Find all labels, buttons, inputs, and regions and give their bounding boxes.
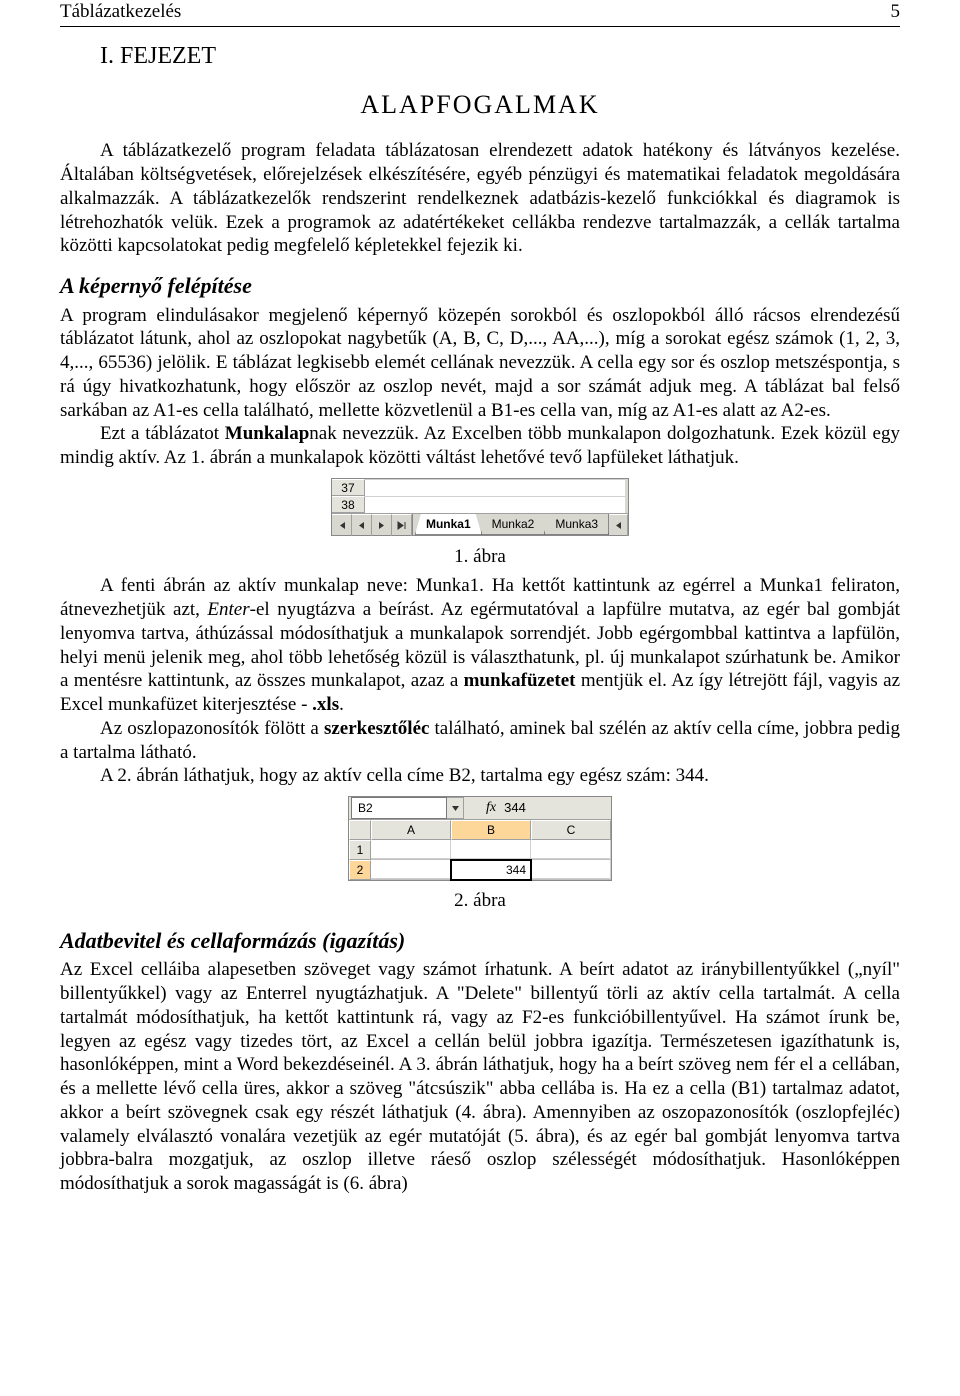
enter-italic: Enter [207, 599, 249, 620]
header-left: Táblázatkezelés [60, 0, 181, 24]
section1-p3: A fenti ábrán az aktív munkalap neve: Mu… [60, 574, 900, 717]
fig1-row: 37 [332, 479, 628, 496]
cell-c2[interactable] [531, 860, 611, 879]
figure-2-formula-bar-grid: B2 fx 344 A B C 1 2 344 [348, 796, 612, 881]
section-data-entry-head: Adatbevitel és cellaformázás (igazítás) [60, 927, 900, 955]
nav-last-icon[interactable] [392, 514, 412, 536]
row-body [365, 496, 625, 513]
szerkesztolec-bold: szerkesztőléc [324, 718, 430, 739]
page-title: ALAPFOGALMAK [60, 89, 900, 122]
col-header-b[interactable]: B [451, 820, 531, 840]
row-number-37: 37 [332, 479, 365, 496]
col-header-a[interactable]: A [371, 820, 451, 840]
cell-a2[interactable] [371, 860, 451, 879]
nav-first-icon[interactable] [332, 514, 352, 536]
name-box[interactable]: B2 [351, 797, 447, 819]
nav-prev-icon[interactable] [352, 514, 372, 536]
fx-icon[interactable]: fx [486, 799, 496, 817]
fig1-row: 38 [332, 496, 628, 513]
section1-p4: Az oszlopazonosítók fölött a szerkesztől… [60, 717, 900, 765]
page-header: Táblázatkezelés 5 [60, 0, 900, 27]
figure-1-caption: 1. ábra [60, 545, 900, 569]
nav-next-icon[interactable] [372, 514, 392, 536]
intro-paragraph: A táblázatkezelő program feladata tábláz… [60, 139, 900, 258]
cell-b2-active[interactable]: 344 [450, 859, 532, 881]
select-all-corner[interactable] [349, 820, 371, 840]
header-page-number: 5 [891, 0, 901, 24]
sheet-tab-bar: Munka1 Munka2 Munka3 [332, 514, 628, 535]
section-screen-layout-head: A képernyő felépítése [60, 272, 900, 300]
section1-p2-a: Ezt a táblázatot [100, 423, 225, 444]
fig1-row-headers: 37 38 [332, 479, 628, 514]
figure-2-block: B2 fx 344 A B C 1 2 344 [60, 796, 900, 881]
chapter-label: I. FEJEZET [100, 41, 900, 71]
sheet-tab-munka3[interactable]: Munka3 [544, 514, 609, 535]
section2-p1: Az Excel celláiba alapesetben szöveget v… [60, 958, 900, 1196]
figure-1-sheet-tabs: 37 38 [331, 478, 629, 536]
row-number-38: 38 [332, 496, 365, 513]
row-header-1[interactable]: 1 [349, 840, 371, 860]
section1-p1: A program elindulásakor megjelenő képern… [60, 304, 900, 423]
section1-p5: A 2. ábrán láthatjuk, hogy az aktív cell… [60, 764, 900, 788]
cell-c1[interactable] [531, 840, 611, 859]
name-box-dropdown-icon[interactable] [447, 797, 464, 819]
scroll-left-icon[interactable] [609, 514, 628, 536]
munkalap-bold: Munkalap [225, 423, 309, 444]
row-header-2[interactable]: 2 [349, 860, 371, 880]
horizontal-scrollbar [608, 514, 628, 535]
formula-bar: B2 fx 344 [349, 797, 611, 820]
munkafuzet-bold: munkafüzetet [464, 670, 576, 691]
cell-b1[interactable] [451, 840, 531, 859]
cell-a1[interactable] [371, 840, 451, 859]
row-body [365, 479, 625, 496]
s1p3d: . [339, 694, 344, 715]
xls-ext: .xls [312, 694, 339, 715]
sheet-tab-munka1[interactable]: Munka1 [415, 514, 482, 535]
figure-1-block: 37 38 [60, 478, 900, 537]
sheet-tab-munka2[interactable]: Munka2 [481, 514, 546, 535]
section1-p2: Ezt a táblázatot Munkalapnak nevezzük. A… [60, 422, 900, 470]
tab-nav-buttons [332, 514, 413, 535]
spreadsheet-grid: A B C 1 2 344 [349, 820, 611, 880]
s1p4a: Az oszlopazonosítók fölött a [100, 718, 324, 739]
col-header-c[interactable]: C [531, 820, 611, 840]
formula-value[interactable]: 344 [504, 800, 526, 816]
sheet-tabs: Munka1 Munka2 Munka3 [413, 514, 608, 535]
figure-2-caption: 2. ábra [60, 889, 900, 913]
